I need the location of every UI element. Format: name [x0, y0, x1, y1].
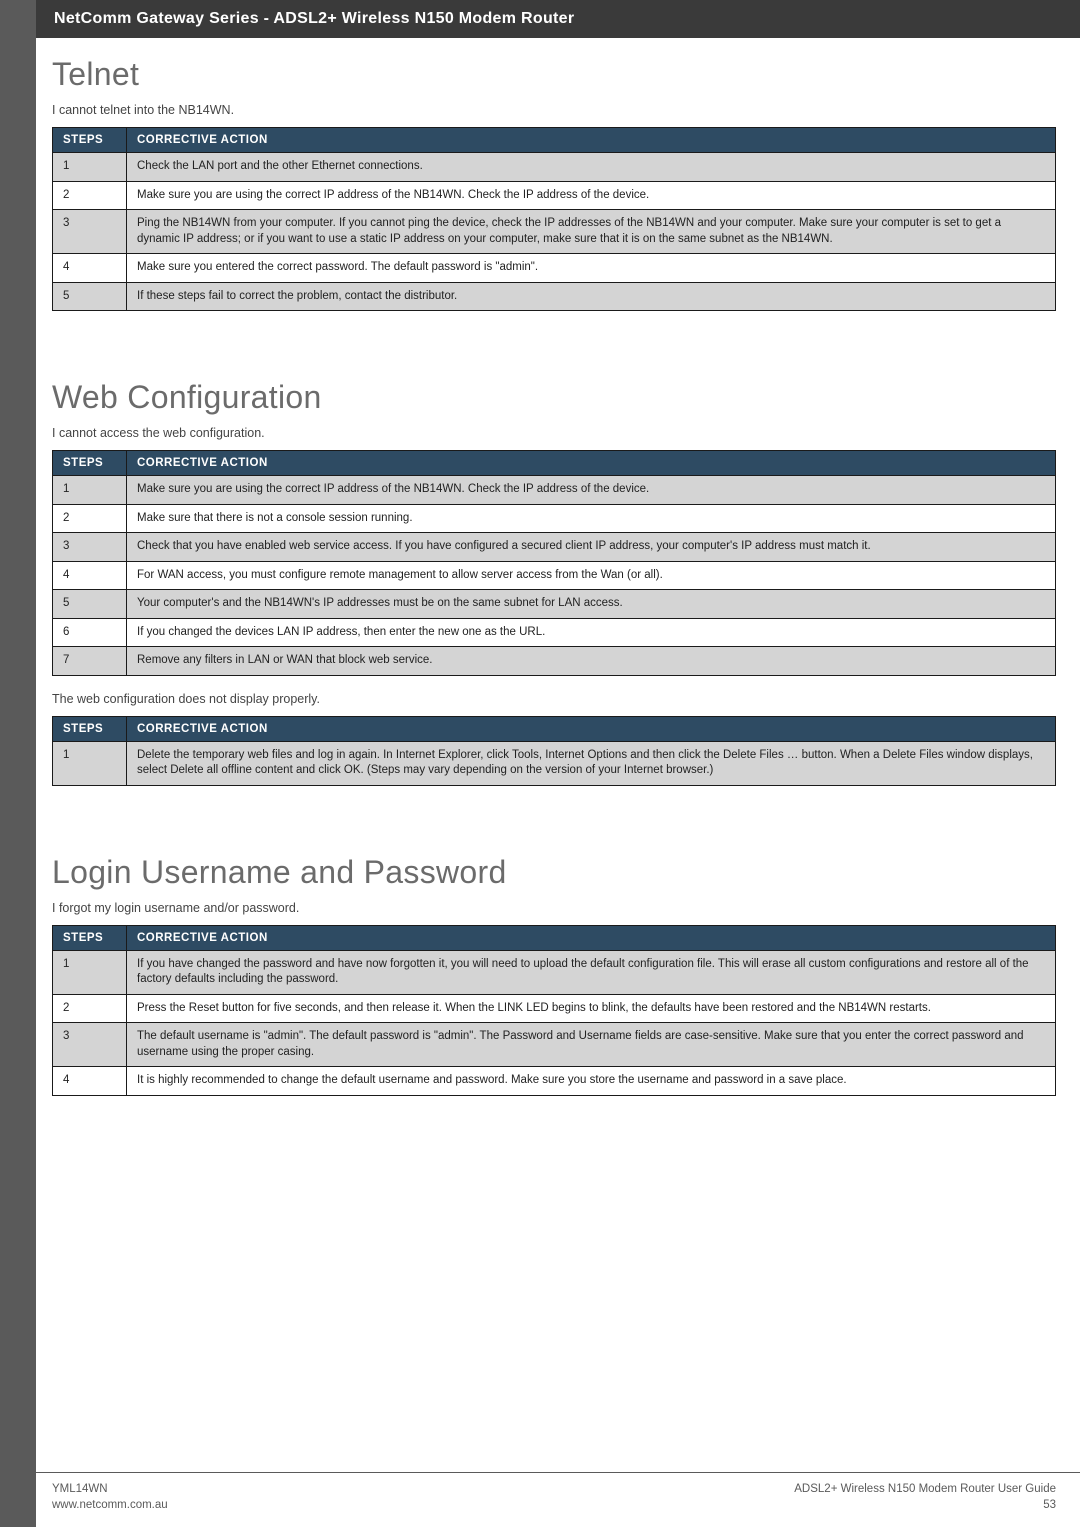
web-caption-1: I cannot access the web configuration. — [52, 426, 1056, 440]
web-table-1: STEPS CORRECTIVE ACTION 1Make sure you a… — [52, 450, 1056, 676]
login-table: STEPS CORRECTIVE ACTION 1If you have cha… — [52, 925, 1056, 1096]
table-row: 2Make sure you are using the correct IP … — [53, 181, 1056, 210]
col-steps: STEPS — [53, 716, 127, 741]
footer-model: YML14WN — [52, 1481, 168, 1497]
section-heading-telnet: Telnet — [52, 56, 1056, 93]
table-row: 4It is highly recommended to change the … — [53, 1067, 1056, 1096]
col-action: CORRECTIVE ACTION — [127, 716, 1056, 741]
table-row: 1Make sure you are using the correct IP … — [53, 476, 1056, 505]
page-header: NetComm Gateway Series - ADSL2+ Wireless… — [36, 0, 1080, 38]
col-steps: STEPS — [53, 451, 127, 476]
table-row: 4Make sure you entered the correct passw… — [53, 254, 1056, 283]
table-row: 1If you have changed the password and ha… — [53, 950, 1056, 994]
web-caption-2: The web configuration does not display p… — [52, 692, 1056, 706]
table-row: 3Check that you have enabled web service… — [53, 533, 1056, 562]
web-table-2: STEPS CORRECTIVE ACTION 1Delete the temp… — [52, 716, 1056, 786]
col-steps: STEPS — [53, 128, 127, 153]
table-row: 3The default username is "admin". The de… — [53, 1023, 1056, 1067]
left-sidebar — [0, 0, 36, 1527]
col-action: CORRECTIVE ACTION — [127, 451, 1056, 476]
telnet-caption: I cannot telnet into the NB14WN. — [52, 103, 1056, 117]
col-steps: STEPS — [53, 925, 127, 950]
footer-page-number: 53 — [794, 1497, 1056, 1513]
page-footer: YML14WN www.netcomm.com.au ADSL2+ Wirele… — [36, 1472, 1080, 1527]
section-heading-login: Login Username and Password — [52, 854, 1056, 891]
login-caption: I forgot my login username and/or passwo… — [52, 901, 1056, 915]
footer-url: www.netcomm.com.au — [52, 1497, 168, 1513]
table-row: 5Your computer's and the NB14WN's IP add… — [53, 590, 1056, 619]
table-row: 4For WAN access, you must configure remo… — [53, 561, 1056, 590]
footer-guide-title: ADSL2+ Wireless N150 Modem Router User G… — [794, 1481, 1056, 1497]
table-row: 1Delete the temporary web files and log … — [53, 741, 1056, 785]
section-heading-web: Web Configuration — [52, 379, 1056, 416]
table-row: 2Make sure that there is not a console s… — [53, 504, 1056, 533]
table-row: 6If you changed the devices LAN IP addre… — [53, 618, 1056, 647]
table-row: 7Remove any filters in LAN or WAN that b… — [53, 647, 1056, 676]
table-row: 5If these steps fail to correct the prob… — [53, 282, 1056, 311]
col-action: CORRECTIVE ACTION — [127, 128, 1056, 153]
col-action: CORRECTIVE ACTION — [127, 925, 1056, 950]
table-row: 1Check the LAN port and the other Ethern… — [53, 153, 1056, 182]
table-row: 2Press the Reset button for five seconds… — [53, 994, 1056, 1023]
telnet-table: STEPS CORRECTIVE ACTION 1Check the LAN p… — [52, 127, 1056, 311]
table-row: 3Ping the NB14WN from your computer. If … — [53, 210, 1056, 254]
